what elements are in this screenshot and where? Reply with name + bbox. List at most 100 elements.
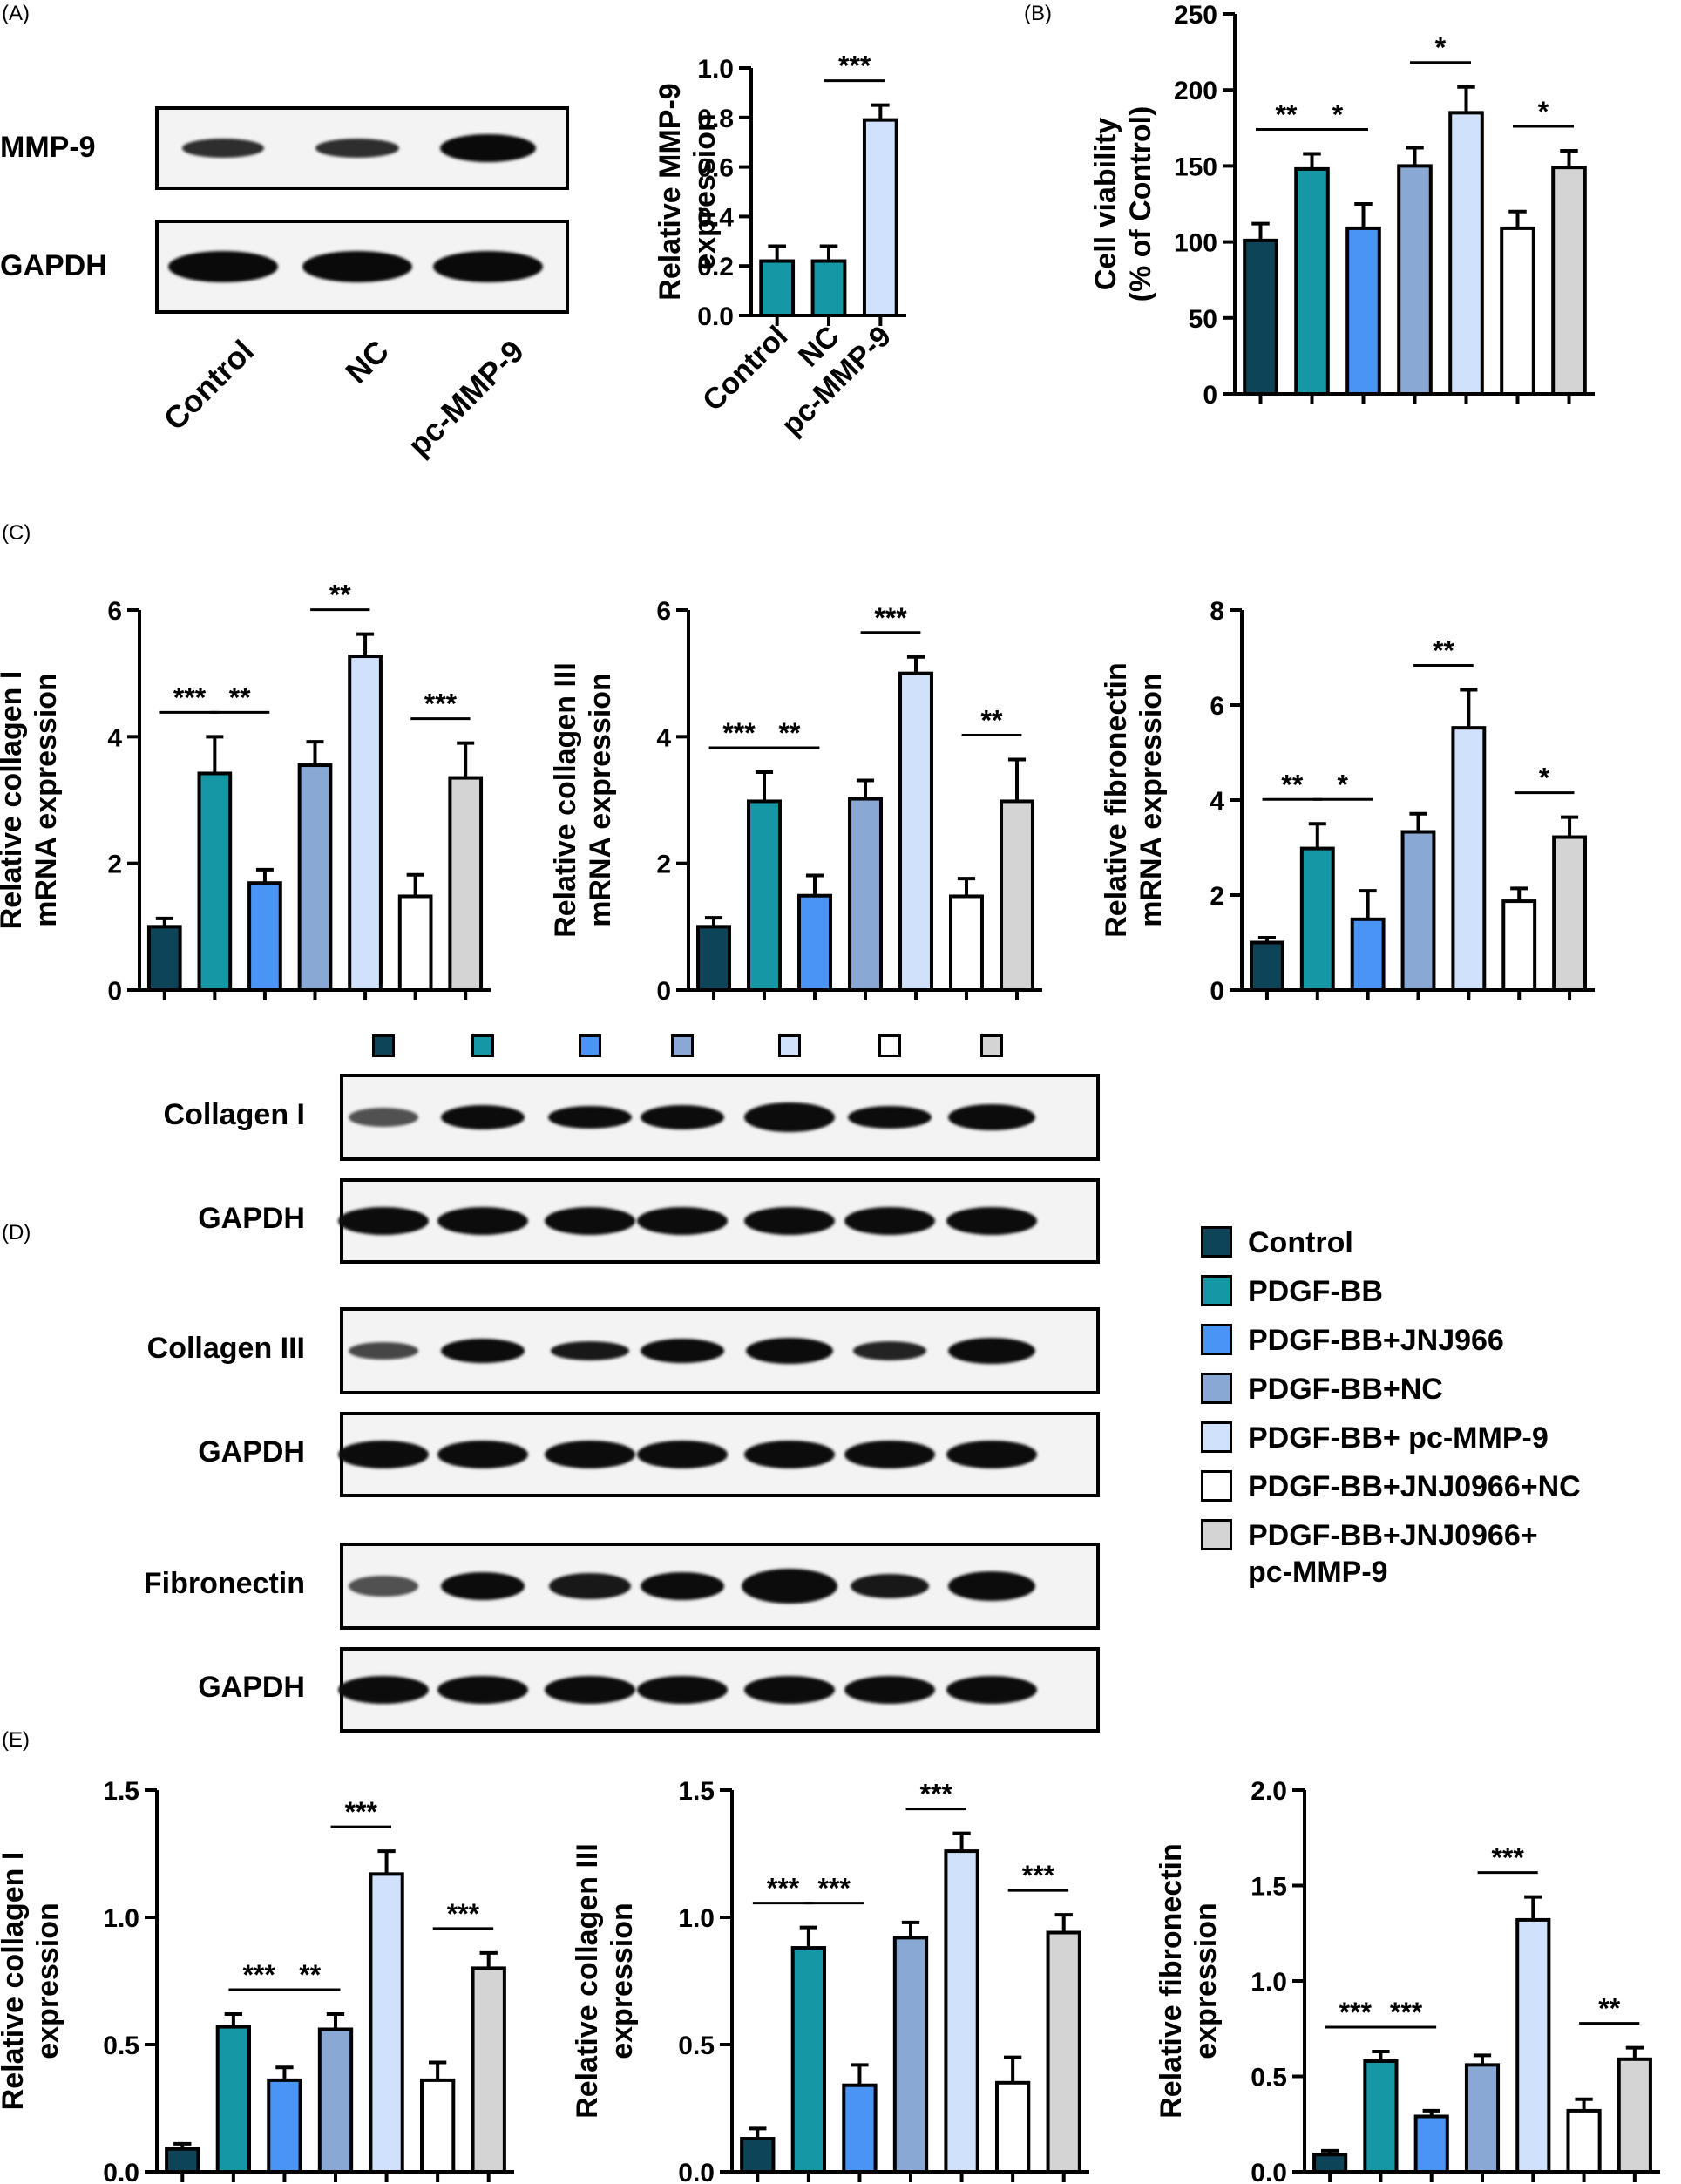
y-tick-label: 8 — [1210, 597, 1224, 626]
bar — [1397, 164, 1433, 396]
bar — [944, 1849, 979, 2174]
legend-item: PDGF-BB+JNJ0966+NC — [1201, 1468, 1581, 1505]
y-tick-label: 6 — [1210, 692, 1224, 721]
blot-d-row-label: Fibronectin — [143, 1567, 305, 1600]
significance-label: *** — [920, 1779, 953, 1810]
y-tick-label: 200 — [1174, 77, 1217, 105]
legend-swatch — [1201, 1324, 1232, 1355]
bar — [1451, 726, 1487, 992]
chart-C_col1_mrna: 0 2 4 6 Relative collagen ImRNA expression **… — [0, 580, 491, 1006]
significance-label: ** — [1598, 1993, 1620, 2025]
legend-item: PDGF-BB+JNJ0966+ pc-MMP-9 — [1201, 1517, 1581, 1591]
bar — [397, 894, 433, 993]
blot-band — [545, 1207, 635, 1235]
bar — [1350, 917, 1386, 993]
blot-band — [441, 1339, 525, 1363]
y-tick-label: 0 — [1210, 977, 1224, 1006]
legend-label: PDGF-BB+JNJ966 — [1248, 1324, 1504, 1357]
significance-label: ** — [329, 580, 351, 611]
bar — [862, 118, 898, 317]
bar — [267, 2078, 302, 2174]
significance-label: *** — [345, 1796, 378, 1828]
panel-label-a: (A) — [2, 2, 30, 25]
blot-band — [853, 1341, 926, 1360]
bar — [1552, 835, 1588, 993]
blot-band — [182, 139, 264, 158]
bar — [215, 2025, 252, 2174]
blot-band — [545, 1676, 635, 1704]
blot-band — [744, 1441, 835, 1468]
bar — [1566, 2108, 1602, 2174]
y-tick-label: 2 — [1210, 882, 1224, 911]
significance-label: *** — [722, 717, 756, 749]
blot-band — [946, 1207, 1037, 1235]
blot-d-row-label: GAPDH — [198, 1435, 305, 1468]
y-tick-label: 0.2 — [697, 253, 734, 281]
y-tick-label: 1.5 — [1251, 1873, 1287, 1902]
significance-label: ** — [1281, 769, 1303, 800]
bar — [165, 2147, 200, 2174]
y-axis-label: Relative MMP-9expression — [654, 83, 722, 300]
legend-item: Control — [1201, 1224, 1581, 1261]
significance-label: * — [1337, 769, 1348, 800]
chart-E_col1: 0.0 0.5 1.0 1.5 Relative collagen Iexpressio… — [0, 1777, 514, 2184]
y-axis-label: Relative collagen IIIexpression — [571, 1843, 639, 2119]
bar — [1249, 940, 1284, 992]
bar — [810, 259, 847, 317]
significance-label: ** — [229, 682, 251, 713]
blot-band — [637, 1207, 728, 1235]
blot-band — [744, 1207, 835, 1235]
bar — [419, 2078, 456, 2174]
blot-band — [948, 1338, 1035, 1364]
legend-swatch — [1201, 1275, 1232, 1306]
blot-band — [641, 1572, 724, 1600]
y-axis-label: Relative fibronectinmRNA expression — [1100, 662, 1168, 938]
significance-label: ** — [299, 1959, 321, 1991]
significance-label: *** — [173, 682, 207, 713]
y-tick-label: 250 — [1174, 1, 1217, 30]
bar — [949, 894, 984, 993]
lane-swatch — [980, 1034, 1003, 1057]
bar — [1515, 1917, 1551, 2174]
legend-label: PDGF-BB+NC — [1248, 1373, 1443, 1406]
bar — [1551, 166, 1587, 396]
y-tick-label: 50 — [1189, 305, 1217, 334]
y-tick-label: 6 — [656, 597, 671, 626]
y-tick-label: 0.0 — [103, 2159, 139, 2184]
blot-band — [349, 1576, 418, 1597]
y-tick-label: 150 — [1174, 153, 1217, 181]
significance-label: *** — [424, 688, 458, 720]
y-tick-label: 0.8 — [697, 105, 734, 133]
y-tick-label: 0 — [107, 977, 122, 1006]
y-tick-label: 0.5 — [103, 2031, 139, 2060]
blot-band — [545, 1441, 635, 1468]
blot-band — [338, 1207, 429, 1235]
bar — [1299, 846, 1335, 993]
legend-label: PDGF-BB+JNJ0966+ pc-MMP-9 — [1248, 1519, 1538, 1589]
significance-label: *** — [767, 1873, 800, 1904]
blot-band — [744, 1102, 835, 1132]
legend-label: Control — [1248, 1226, 1353, 1259]
significance-label: *** — [447, 1898, 480, 1930]
y-tick-label: 0.5 — [1251, 2064, 1287, 2092]
blot-band — [315, 139, 399, 158]
blot-band — [844, 1207, 935, 1235]
bar — [892, 1936, 929, 2174]
blot-band — [349, 1342, 418, 1360]
significance-label: *** — [1491, 1842, 1524, 1874]
bar — [348, 655, 383, 993]
lane-swatch — [579, 1034, 601, 1057]
bar — [1448, 111, 1484, 397]
y-tick-label: 0.6 — [697, 154, 734, 183]
significance-label: *** — [1022, 1860, 1055, 1891]
y-tick-label: 1.0 — [678, 1904, 715, 1933]
bar — [317, 2027, 354, 2174]
bar — [146, 925, 182, 993]
blot-band — [746, 1338, 833, 1364]
panel-label-e: (E) — [2, 1728, 30, 1752]
blot-band — [744, 1676, 835, 1704]
y-tick-label: 1.0 — [103, 1904, 139, 1933]
blot-band — [441, 1105, 525, 1129]
blot-band — [851, 1574, 929, 1598]
